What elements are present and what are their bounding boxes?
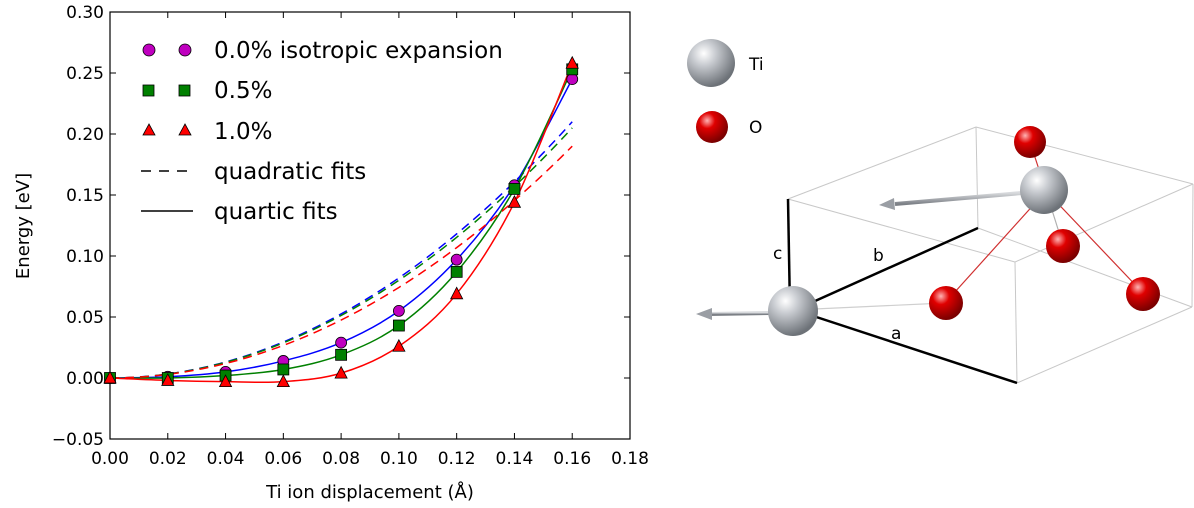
y-axis-ticks: −0.05 0.00 0.05 0.10 0.15 0.20 0.25 0.30 xyxy=(52,3,630,450)
x-tick-label: 0.14 xyxy=(496,449,534,469)
data-point-series-1 xyxy=(335,348,348,361)
legend-label-quadratic: quadratic fits xyxy=(214,159,366,185)
data-point-series-2 xyxy=(507,194,522,208)
ti-legend-label: Ti xyxy=(748,55,764,75)
data-point-series-2 xyxy=(392,338,406,352)
y-tick-label: 0.10 xyxy=(66,247,104,267)
x-tick-label: 0.02 xyxy=(149,449,187,469)
data-point-series-2 xyxy=(565,55,579,69)
x-tick-label: 0.16 xyxy=(553,449,591,469)
plot-area-frame xyxy=(109,11,631,440)
energy-chart: 0.00 0.02 0.04 0.06 0.08 0.10 0.12 0.14 0.16 0.18… xyxy=(13,3,649,503)
y-tick-label: −0.05 xyxy=(52,430,104,450)
data-point-series-1 xyxy=(450,265,463,278)
fit-lines xyxy=(109,62,573,384)
data-point-series-2 xyxy=(161,373,175,386)
o-legend-sphere xyxy=(696,111,728,143)
legend-label-quartic: quartic fits xyxy=(214,199,338,225)
x-tick-label: 0.00 xyxy=(91,449,129,469)
lattice-label-c: c xyxy=(773,244,782,264)
data-point-series-1 xyxy=(392,319,405,332)
data-point-series-1 xyxy=(508,182,521,195)
chart-legend: 0.0% isotropic expansion 0.5% 1.0% quadr… xyxy=(141,38,503,225)
data-point-series-2 xyxy=(450,286,464,300)
y-tick-label: 0.20 xyxy=(66,125,104,145)
data-markers xyxy=(103,55,579,388)
legend-entry-quadratic: quadratic fits xyxy=(141,159,366,185)
o-legend-label: O xyxy=(749,118,762,138)
x-axis-ticks: 0.00 0.02 0.04 0.06 0.08 0.10 0.12 0.14 0.16 0.18 xyxy=(91,12,649,469)
legend-entry-quartic: quartic fits xyxy=(141,199,338,225)
data-point-series-2 xyxy=(276,374,290,388)
y-tick-label: 0.15 xyxy=(66,186,104,206)
legend-label-series-1: 0.5% xyxy=(214,78,272,104)
y-tick-label: 0.00 xyxy=(66,369,104,389)
y-tick-label: 0.25 xyxy=(66,64,104,84)
data-point-series-1 xyxy=(277,363,290,376)
unit-cell-box xyxy=(787,126,1194,384)
o-atom xyxy=(1126,277,1160,311)
ti-legend-sphere xyxy=(687,39,735,87)
data-point-series-2 xyxy=(218,374,233,388)
bonds xyxy=(792,141,1144,311)
ti-displacement-arrow-upper xyxy=(879,191,1023,210)
o-atom xyxy=(1014,126,1046,158)
x-tick-label: 0.04 xyxy=(207,449,245,469)
x-axis-title: Ti ion displacement (Å) xyxy=(265,481,474,503)
x-tick-label: 0.08 xyxy=(322,449,360,469)
data-point-series-0 xyxy=(392,304,405,317)
x-tick-label: 0.10 xyxy=(380,449,418,469)
y-axis-title: Energy [eV] xyxy=(13,173,34,279)
data-point-series-0 xyxy=(450,253,463,266)
y-tick-label: 0.05 xyxy=(66,308,104,328)
ti-atom xyxy=(768,286,818,336)
legend-label-series-2: 1.0% xyxy=(214,119,272,145)
quartic-fit-line-2 xyxy=(109,62,573,384)
quadratic-fit-line-2 xyxy=(109,145,573,379)
tio-structure-diagram: Ti O c b a xyxy=(687,39,1194,385)
legend-entry-series-2: 1.0% xyxy=(142,119,272,145)
lattice-vectors xyxy=(786,198,1018,385)
x-tick-label: 0.18 xyxy=(611,449,649,469)
legend-entry-series-0: 0.0% isotropic expansion xyxy=(142,38,503,64)
o-atom xyxy=(1046,229,1080,263)
quartic-fit-line-0 xyxy=(109,78,573,379)
x-tick-label: 0.06 xyxy=(264,449,302,469)
lattice-label-b: b xyxy=(873,246,884,266)
y-tick-label: 0.30 xyxy=(66,3,104,23)
ti-displacement-arrow-lower xyxy=(696,308,771,320)
data-point-series-0 xyxy=(566,73,579,85)
lattice-label-a: a xyxy=(891,324,901,344)
data-point-series-0 xyxy=(335,336,348,349)
data-point-series-2 xyxy=(103,370,117,384)
legend-label-series-0: 0.0% isotropic expansion xyxy=(214,38,503,64)
o-atom xyxy=(929,286,963,320)
ti-atom xyxy=(1020,166,1068,214)
data-point-series-2 xyxy=(334,365,348,379)
x-tick-label: 0.12 xyxy=(438,449,476,469)
legend-entry-series-1: 0.5% xyxy=(142,78,272,104)
